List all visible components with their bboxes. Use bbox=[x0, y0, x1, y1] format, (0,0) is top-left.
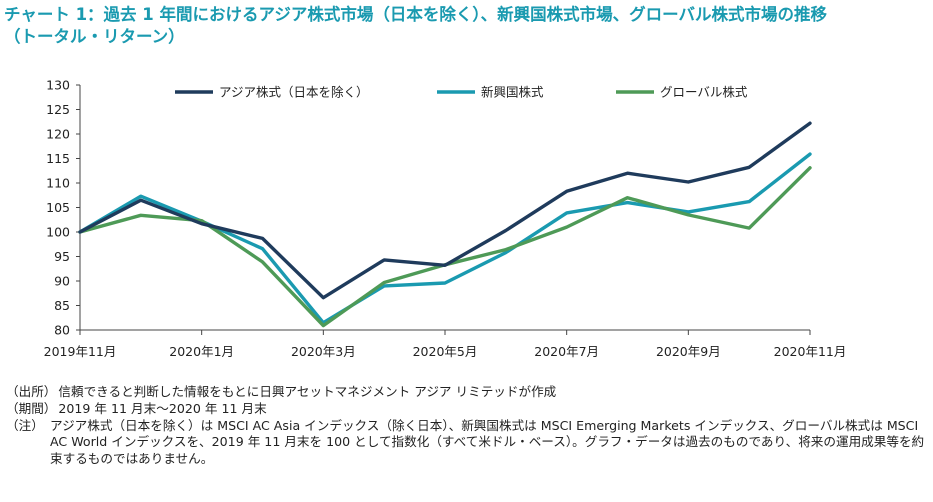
x-tick-label: 2019年11月 bbox=[44, 344, 117, 359]
legend-label-1: 新興国株式 bbox=[481, 85, 544, 100]
y-tick-label: 85 bbox=[54, 298, 70, 313]
chart-title-line2: （トータル・リターン） bbox=[4, 27, 185, 46]
x-tick-label: 2020年3月 bbox=[291, 344, 356, 359]
x-tick-label: 2020年9月 bbox=[656, 344, 721, 359]
series-line-0 bbox=[78, 121, 812, 300]
note-source-label: （出所） bbox=[6, 384, 57, 399]
note-remark: （注） アジア株式（日本を除く）は MSCI AC Asia インデックス（除く… bbox=[6, 418, 928, 468]
y-tick-label: 80 bbox=[54, 323, 70, 338]
x-tick-label: 2020年5月 bbox=[413, 344, 478, 359]
notes-section: （出所） 信頼できると判断した情報をもとに日興アセットマネジメント アジア リミ… bbox=[6, 384, 928, 468]
y-tick-label: 110 bbox=[46, 176, 70, 191]
legend-label-2: グローバル株式 bbox=[660, 85, 748, 100]
chart-title-line1: チャート 1：過去 1 年間におけるアジア株式市場（日本を除く）、新興国株式市場… bbox=[4, 5, 827, 24]
y-tick-label: 105 bbox=[46, 200, 70, 215]
y-tick-label: 125 bbox=[46, 102, 70, 117]
x-tick-label: 2020年7月 bbox=[534, 344, 599, 359]
y-tick-label: 115 bbox=[46, 151, 70, 166]
chart-series bbox=[78, 121, 812, 328]
note-remark-text: アジア株式（日本を除く）は MSCI AC Asia インデックス（除く日本）、… bbox=[50, 417, 925, 467]
y-tick-label: 100 bbox=[46, 225, 70, 240]
chart-legend: アジア株式（日本を除く） 新興国株式 グローバル株式 bbox=[175, 85, 748, 100]
y-tick-label: 90 bbox=[54, 274, 70, 289]
line-chart: 80 85 90 95 100 105 110 115 120 125 130 2019年11月 202… bbox=[44, 78, 847, 360]
note-period-label: （期間） bbox=[6, 400, 57, 416]
series-line-2 bbox=[78, 166, 812, 328]
y-tick-label: 130 bbox=[46, 78, 70, 93]
x-tick-label: 2020年1月 bbox=[169, 344, 234, 359]
note-period: （期間） 2019 年 11 月末～2020 年 11 月末 bbox=[6, 401, 928, 418]
note-remark-label: （注） bbox=[6, 417, 44, 433]
chart-axes: 80 85 90 95 100 105 110 115 120 125 130 2019年11月 202… bbox=[44, 78, 847, 360]
chart-title-block: チャート 1：過去 1 年間におけるアジア株式市場（日本を除く）、新興国株式市場… bbox=[4, 4, 929, 48]
x-tick-label: 2020年11月 bbox=[774, 344, 847, 359]
legend-label-0: アジア株式（日本を除く） bbox=[219, 85, 369, 100]
y-tick-label: 95 bbox=[54, 249, 70, 264]
note-period-text: 2019 年 11 月末～2020 年 11 月末 bbox=[58, 400, 267, 416]
y-tick-label: 120 bbox=[46, 127, 70, 142]
note-source-text: 信頼できると判断した情報をもとに日興アセットマネジメント アジア リミテッドが作… bbox=[58, 384, 557, 399]
note-source: （出所） 信頼できると判断した情報をもとに日興アセットマネジメント アジア リミ… bbox=[6, 384, 928, 401]
